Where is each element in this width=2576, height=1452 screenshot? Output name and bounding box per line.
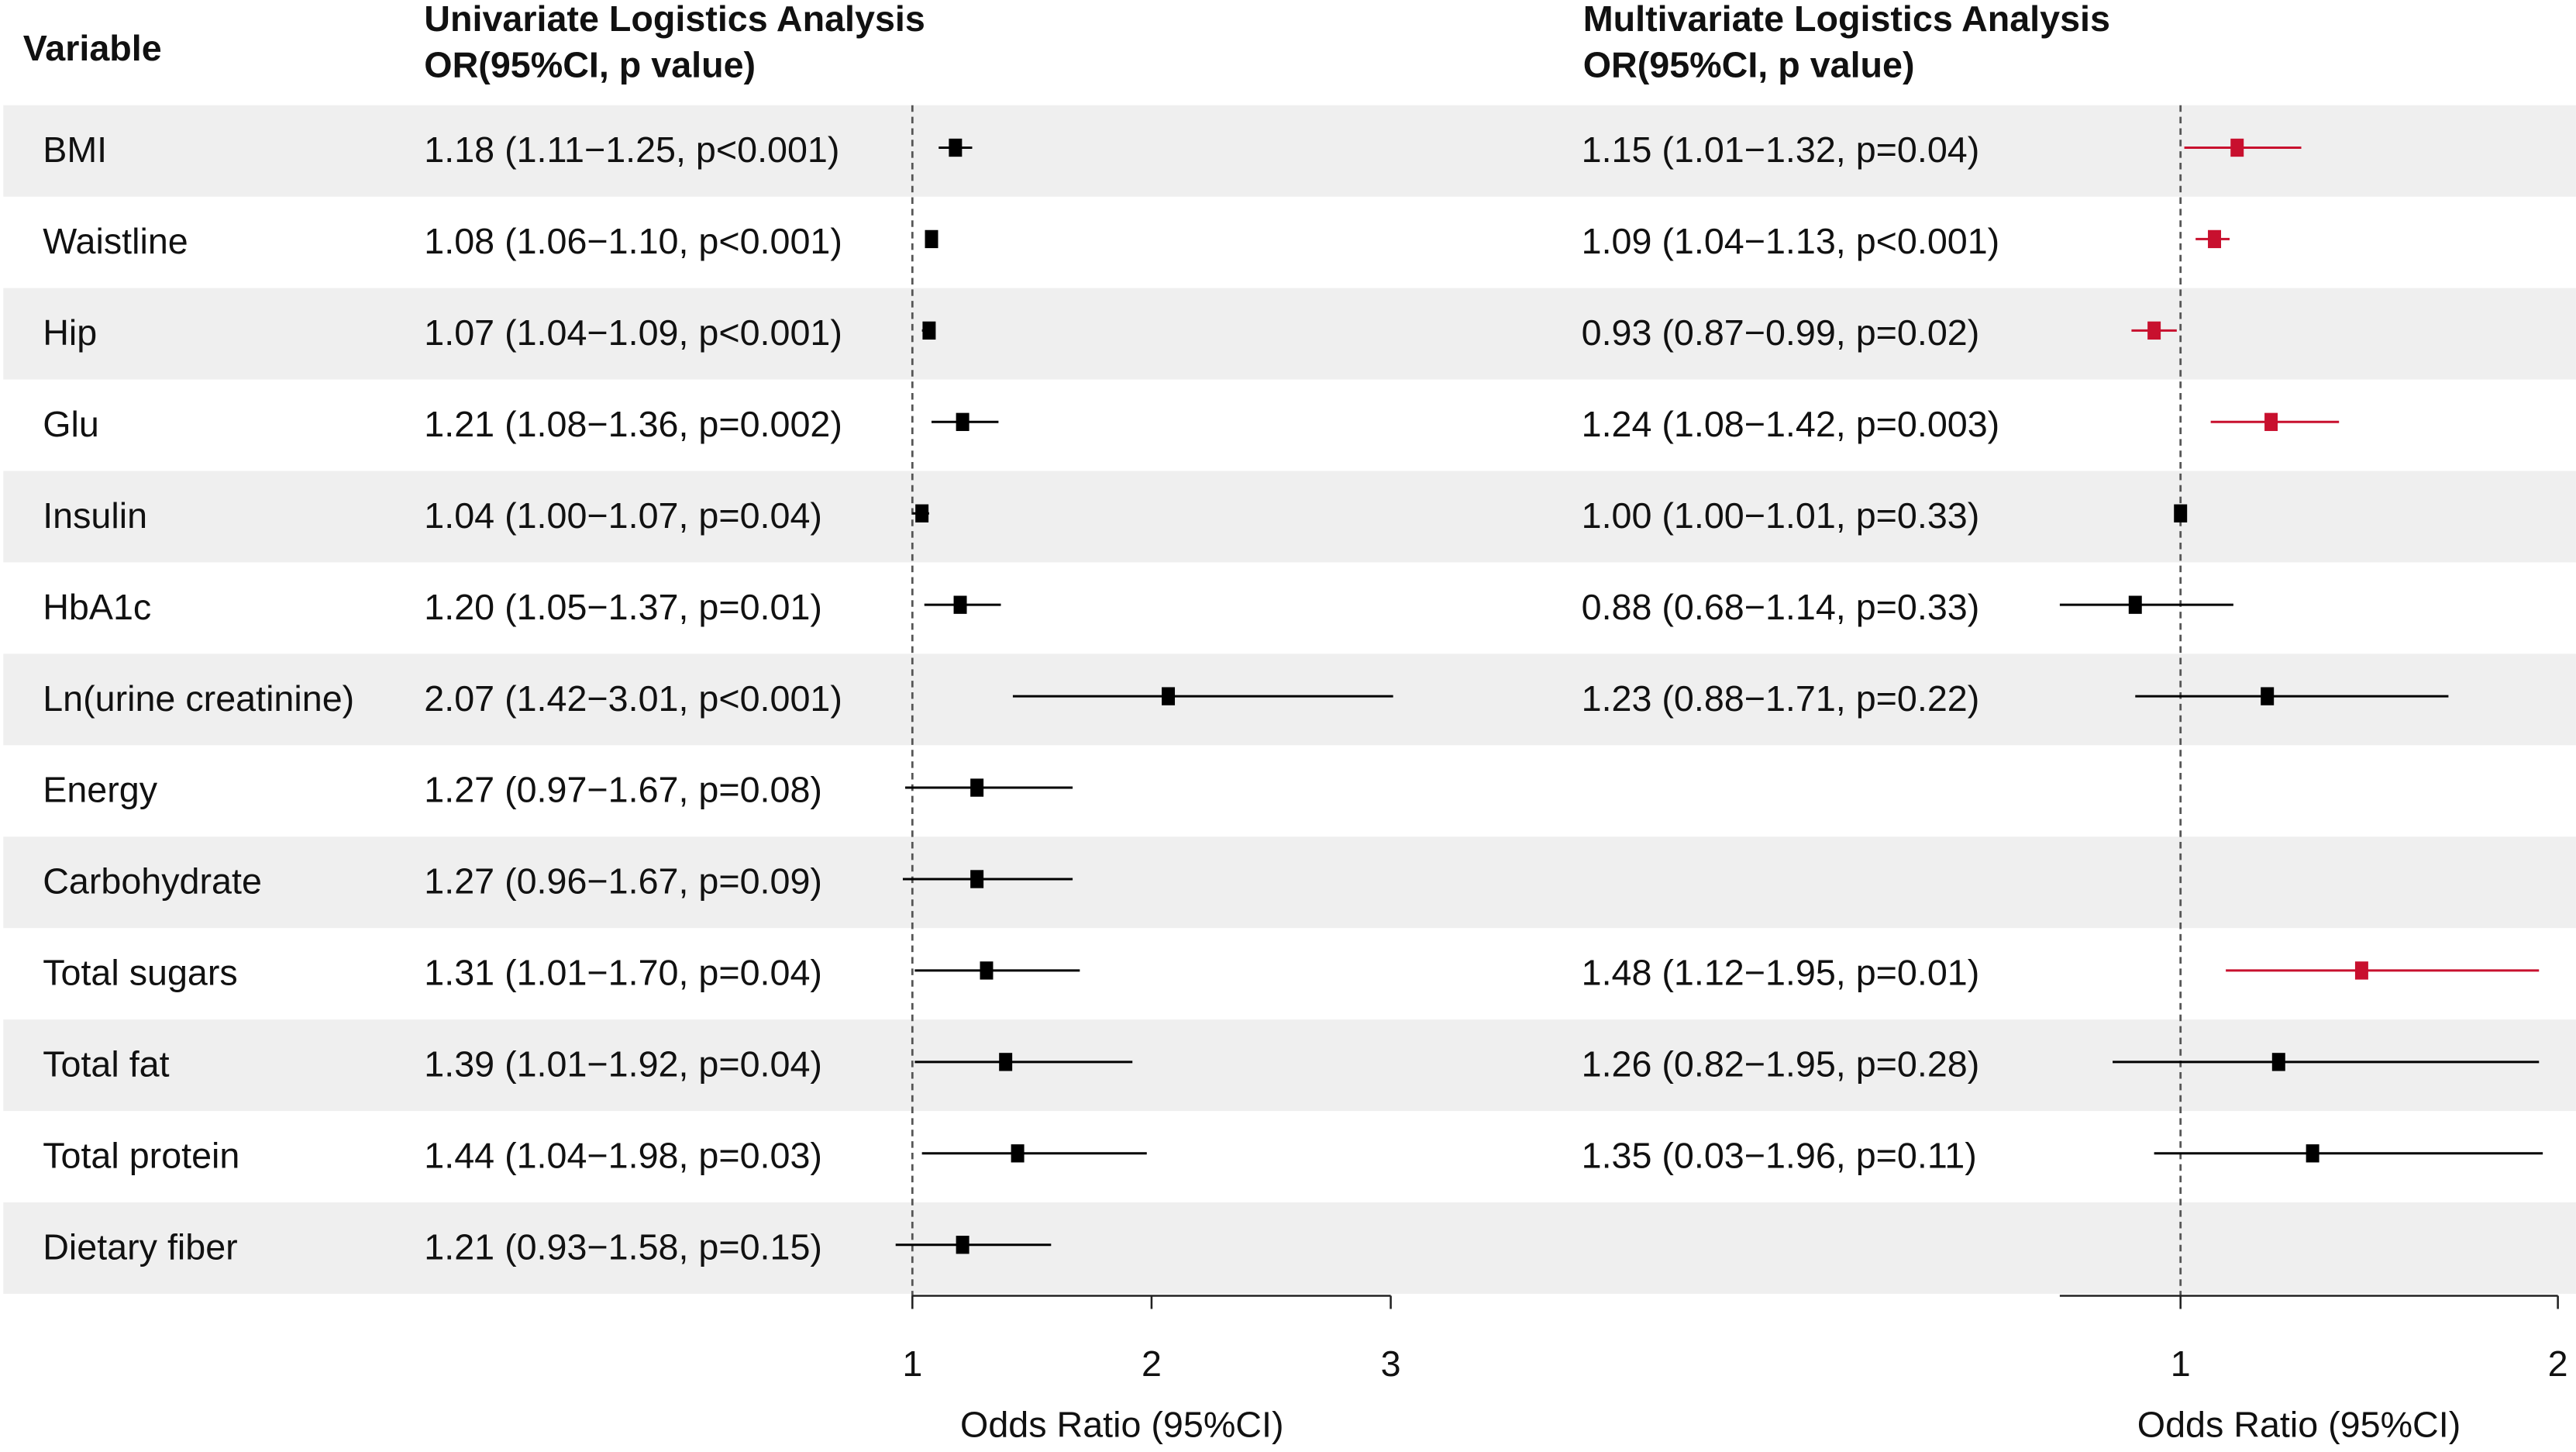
row-band — [3, 654, 2576, 746]
or-point — [915, 504, 929, 523]
or-label: 2.07 (1.42−3.01, p<0.001) — [424, 678, 842, 719]
or-point — [1011, 1144, 1025, 1163]
variable-label: Ln(urine creatinine) — [43, 678, 354, 719]
or-label: 1.08 (1.06−1.10, p<0.001) — [424, 221, 842, 261]
header-univariate-sub: OR(95%CI, p value) — [424, 44, 756, 84]
or-label: 1.27 (0.97−1.67, p=0.08) — [424, 770, 822, 810]
row-band — [3, 105, 2576, 197]
header-univariate: Univariate Logistics Analysis — [424, 0, 925, 39]
or-point — [999, 1053, 1013, 1071]
or-point — [970, 778, 984, 797]
x-tick-label: 1 — [902, 1343, 922, 1384]
or-point — [922, 321, 936, 340]
or-point — [2306, 1144, 2319, 1163]
or-point — [925, 229, 938, 249]
or-point — [2230, 138, 2244, 157]
or-label: 1.21 (1.08−1.36, p=0.002) — [424, 404, 842, 444]
x-tick-label: 3 — [1381, 1343, 1401, 1384]
or-label: 1.24 (1.08−1.42, p=0.003) — [1582, 404, 2000, 444]
or-point — [2147, 321, 2161, 340]
x-axis-label: Odds Ratio (95%CI) — [960, 1405, 1283, 1445]
or-label: 1.27 (0.96−1.67, p=0.09) — [424, 861, 822, 902]
or-label: 1.21 (0.93−1.58, p=0.15) — [424, 1226, 822, 1267]
or-point — [2208, 229, 2222, 249]
or-label: 1.15 (1.01−1.32, p=0.04) — [1582, 129, 1980, 170]
or-point — [2128, 595, 2142, 614]
header-variable: Variable — [23, 28, 162, 68]
or-label: 1.20 (1.05−1.37, p=0.01) — [424, 587, 822, 627]
variable-label: Glu — [43, 404, 99, 444]
variable-label: Insulin — [43, 495, 147, 536]
variable-label: Total protein — [43, 1135, 239, 1175]
row-band — [3, 1019, 2576, 1112]
or-point — [2261, 687, 2275, 705]
row-band — [3, 1202, 2576, 1294]
or-label: 1.23 (0.88−1.71, p=0.22) — [1582, 678, 1980, 719]
or-label: 1.35 (0.03−1.96, p=0.11) — [1582, 1135, 1977, 1175]
row-band — [3, 836, 2576, 929]
row-band — [3, 288, 2576, 380]
or-point — [2354, 961, 2368, 980]
or-point — [980, 961, 994, 980]
or-point — [2271, 1053, 2285, 1071]
x-tick-label: 2 — [2548, 1343, 2568, 1384]
header-multivariate-sub: OR(95%CI, p value) — [1583, 44, 1915, 84]
x-tick-label: 2 — [1142, 1343, 1162, 1384]
or-label: 1.26 (0.82−1.95, p=0.28) — [1582, 1044, 1980, 1085]
variable-label: Hip — [43, 312, 97, 353]
variable-label: Dietary fiber — [43, 1226, 238, 1267]
or-point — [2264, 412, 2278, 431]
variable-label: Carbohydrate — [43, 861, 262, 902]
or-label: 1.48 (1.12−1.95, p=0.01) — [1582, 953, 1980, 993]
or-label: 1.31 (1.01−1.70, p=0.04) — [424, 953, 822, 993]
or-point — [1162, 687, 1176, 705]
x-tick-label: 1 — [2171, 1343, 2191, 1384]
or-point — [956, 412, 969, 431]
or-label: 0.88 (0.68−1.14, p=0.33) — [1582, 587, 1980, 627]
or-label: 0.93 (0.87−0.99, p=0.02) — [1582, 312, 1980, 353]
variable-label: Waistline — [43, 221, 188, 261]
or-point — [970, 870, 984, 888]
or-label: 1.04 (1.00−1.07, p=0.04) — [424, 495, 822, 536]
or-point — [956, 1236, 969, 1254]
or-label: 1.44 (1.04−1.98, p=0.03) — [424, 1135, 822, 1175]
or-point — [949, 138, 963, 157]
variable-label: BMI — [43, 129, 107, 170]
or-point — [953, 595, 967, 614]
x-axis-label: Odds Ratio (95%CI) — [2137, 1405, 2461, 1445]
or-label: 1.39 (1.01−1.92, p=0.04) — [424, 1044, 822, 1085]
or-label: 1.07 (1.04−1.09, p<0.001) — [424, 312, 842, 353]
or-label: 1.18 (1.11−1.25, p<0.001) — [424, 129, 839, 170]
or-point — [2174, 504, 2188, 523]
or-label: 1.00 (1.00−1.01, p=0.33) — [1582, 495, 1980, 536]
variable-label: Total sugars — [43, 953, 238, 993]
variable-label: HbA1c — [43, 587, 151, 627]
row-band — [3, 471, 2576, 563]
or-label: 1.09 (1.04−1.13, p<0.001) — [1582, 221, 2000, 261]
header-multivariate: Multivariate Logistics Analysis — [1583, 0, 2110, 39]
variable-label: Total fat — [43, 1044, 169, 1085]
variable-label: Energy — [43, 770, 158, 810]
